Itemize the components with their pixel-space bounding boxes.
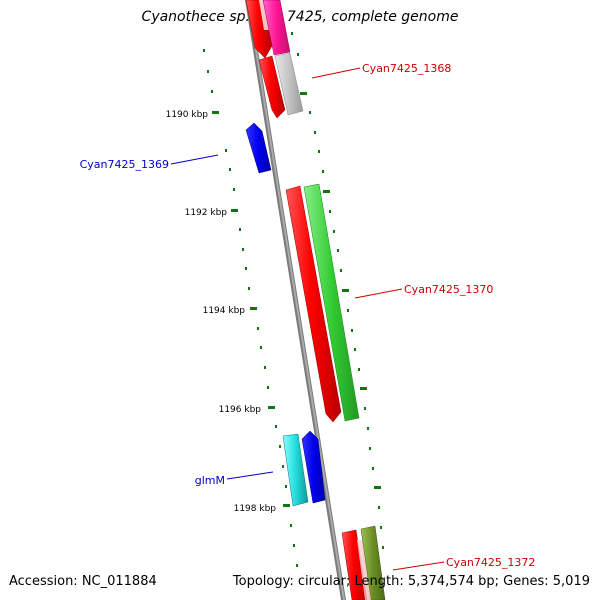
topology-text: Topology: circular; Length: 5,374,574 bp… [232,574,590,589]
map-title: Cyanothece sp. PCC 7425, complete genome [141,9,459,25]
accession-text: Accession: NC_011884 [9,574,157,589]
gene-label-1369[interactable]: Cyan7425_1369 [80,158,169,171]
tick-label-1194: 1194 kbp [203,306,246,316]
gene-feature-1370-red [285,185,342,423]
scale-major-ticks [212,111,290,507]
gene-feature-top-red [245,0,273,59]
tick-label-1196: 1196 kbp [219,405,262,415]
gene-label-glmM[interactable]: glmM [195,474,225,487]
gene-feature-1368-red [258,55,286,119]
scale-dots-left [203,49,298,567]
gene-feature-1372-pink [357,540,371,600]
scale-major-ticks-right [300,92,381,489]
gene-feature-glmM-blue [301,430,326,504]
tick-label-1190: 1190 kbp [166,110,209,120]
gene-callout-lines [170,67,445,571]
gene-label-1368[interactable]: Cyan7425_1368 [362,62,451,75]
gene-feature-1372-red [341,529,368,600]
tick-label-1192: 1192 kbp [185,208,228,218]
gene-feature-1372-olive [360,525,386,600]
gene-features[interactable] [245,0,386,600]
gene-label-1370[interactable]: Cyan7425_1370 [404,283,493,296]
gene-label-1372[interactable]: Cyan7425_1372 [446,556,535,569]
gene-feature-top-magenta [262,0,291,56]
gene-feature-1368-gray [274,52,304,116]
gene-feature-1370-green [303,183,360,422]
tick-label-1198: 1198 kbp [234,504,277,514]
gene-feature-glmM-cyan [282,433,309,507]
gene-feature-1369 [245,122,272,174]
genome-backbone [245,0,346,600]
scale-dots-right [291,32,384,549]
